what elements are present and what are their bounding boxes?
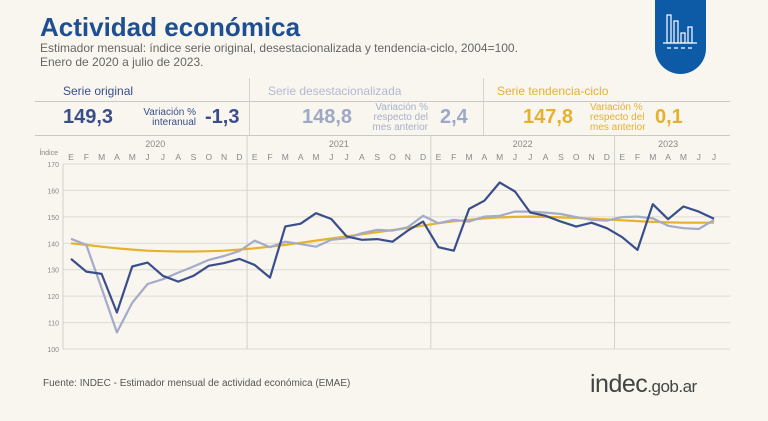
month-label: M [496,152,503,162]
month-label: J [697,152,701,162]
y-tick-label: 140 [47,241,59,248]
month-label: O [573,152,580,162]
y-tick-label: 130 [47,268,59,275]
stat-trend-var-label: Variación % respecto del mes anterior [590,102,646,133]
month-label: E [68,152,74,162]
month-label: A [114,152,120,162]
stat-original-value: 149,3 [63,106,114,128]
y-tick-label: 170 [47,162,59,169]
month-label: A [543,152,549,162]
month-label: J [329,152,333,162]
month-label: A [298,152,304,162]
month-label: M [282,152,289,162]
month-label: S [374,152,380,162]
stat-original-var-value: -1,3 [205,106,240,128]
month-label: N [221,152,227,162]
subtitle-period: Enero de 2020 a julio de 2023. [40,55,204,69]
stat-trend-var-value: 0,1 [655,106,683,128]
month-label: S [191,152,197,162]
month-label: M [680,152,687,162]
month-label: E [252,152,258,162]
month-label: O [389,152,396,162]
stat-sa-var-value: 2,4 [440,106,468,128]
month-label: S [558,152,564,162]
month-label: A [175,152,181,162]
month-label: J [513,152,517,162]
month-label: J [161,152,165,162]
month-label: D [604,152,610,162]
month-label: D [420,152,426,162]
month-label: O [205,152,212,162]
month-label: A [665,152,671,162]
stat-trend-value: 147,8 [523,106,574,128]
month-label: N [588,152,594,162]
subtitle: Estimador mensual: índice serie original… [40,41,518,55]
year-label: 2022 [513,139,533,149]
series-line-serie-original [70,181,715,314]
y-tick-label: 120 [47,294,59,301]
line-chart: 100 110 120 130 140 150 160 170 Índice 2020 2021 20… [39,135,730,354]
y-axis-label: Índice [39,148,58,157]
month-label: M [98,152,105,162]
month-label: M [129,152,136,162]
month-label: A [482,152,488,162]
series-line-serie-desestacionalizada [70,210,715,334]
month-label: J [145,152,149,162]
month-label: F [635,152,640,162]
month-label: M [312,152,319,162]
month-label: D [236,152,242,162]
stat-sa-var-label: Variación % respecto del mes anterior [372,102,428,133]
indec-logo: indec.gob.ar [590,370,697,398]
month-label: M [649,152,656,162]
month-label: F [451,152,456,162]
month-label: J [528,152,532,162]
chart-badge-icon [655,0,706,74]
month-label: E [436,152,442,162]
month-label: J [712,152,716,162]
month-label: A [359,152,365,162]
year-label: 2020 [145,139,165,149]
page-title: Actividad económica [40,12,301,42]
y-tick-label: 150 [47,215,59,222]
month-label: N [405,152,411,162]
month-label: F [84,152,89,162]
year-label: 2021 [329,139,349,149]
month-label: J [344,152,348,162]
y-tick-label: 110 [48,321,59,328]
month-label: M [466,152,473,162]
month-label: E [619,152,625,162]
stat-sa-value: 148,8 [302,106,353,128]
stat-sa-label: Serie desestacionalizada [268,84,402,98]
stat-original-var-label: Variación % interanual [143,107,196,128]
source-note: Fuente: INDEC - Estimador mensual de act… [43,378,351,389]
y-tick-label: 160 [47,188,59,195]
stat-original-label: Serie original [63,84,134,98]
year-label: 2023 [658,139,678,149]
month-label: F [267,152,272,162]
stat-trend-label: Serie tendencia-ciclo [497,84,609,98]
y-tick-label: 100 [47,347,59,354]
